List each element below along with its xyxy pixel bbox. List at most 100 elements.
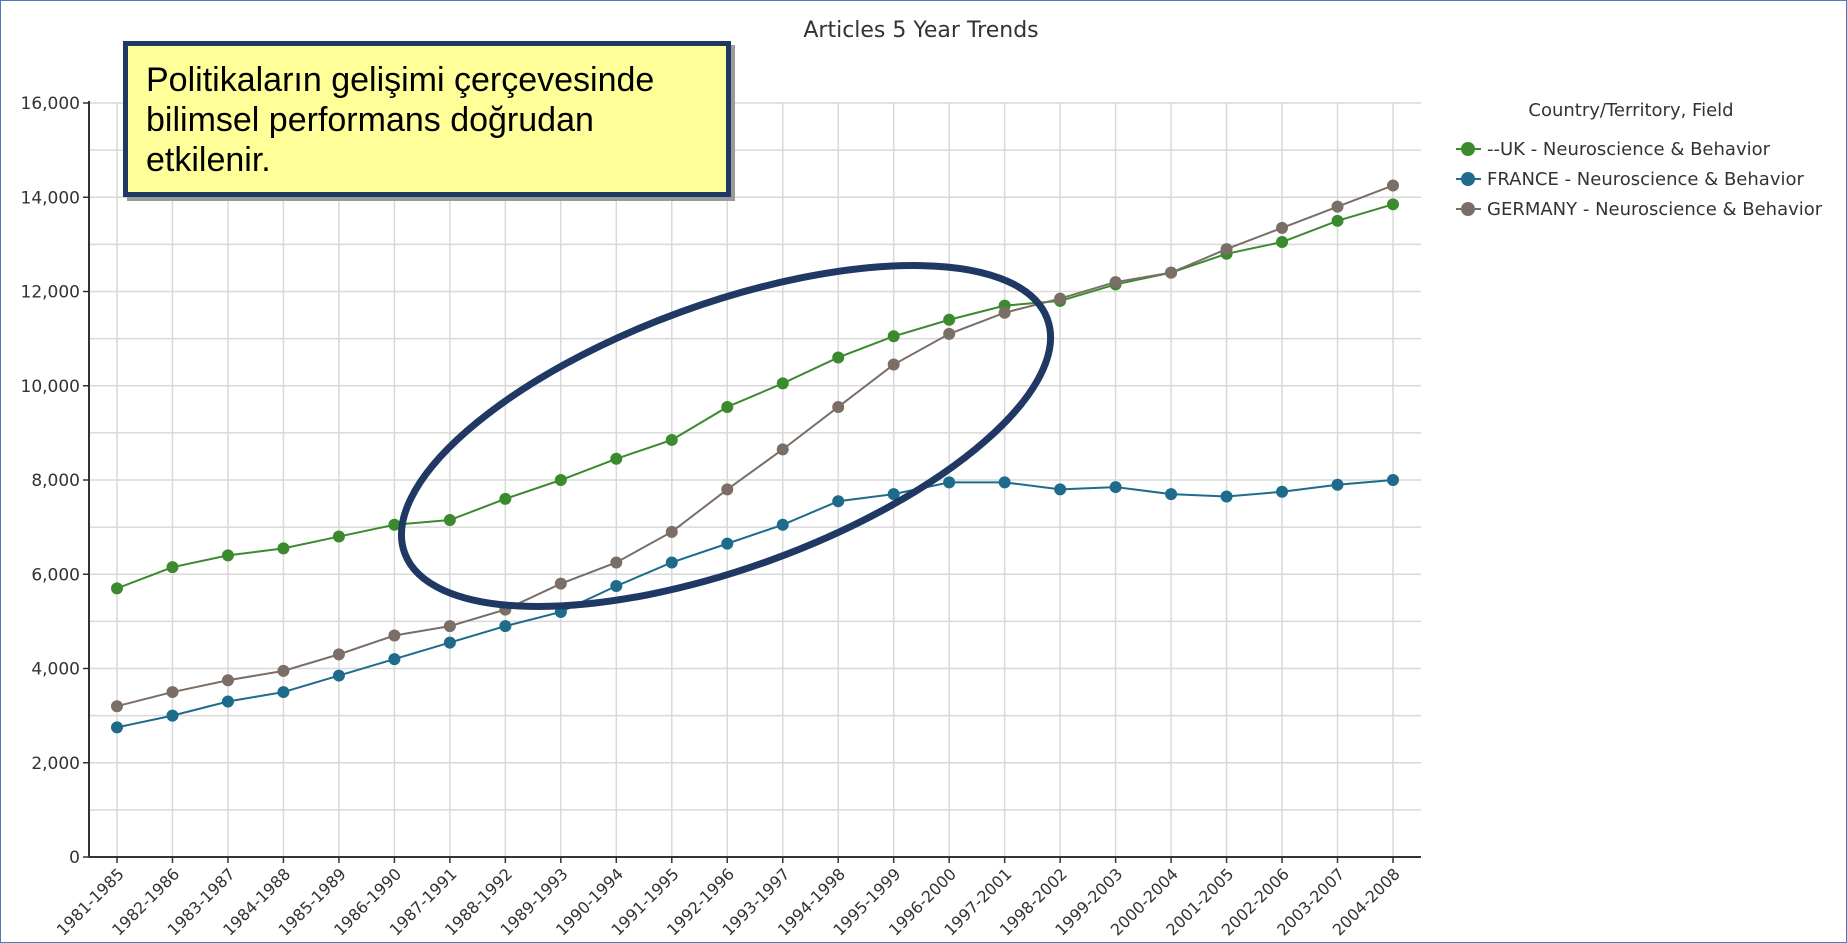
data-point [776,443,789,456]
data-point [1387,474,1399,486]
data-point [721,400,734,413]
series-3 [111,179,1399,713]
y-axis-ticks: 0 2,000 4,000 6,000 8,000 10,000 12,000 14,000 1… [21,94,89,868]
data-point [1165,488,1178,501]
data-point [332,669,345,682]
data-point [1331,478,1344,491]
y-tick-label: 14,000 [21,188,80,208]
data-point [610,580,623,593]
data-point [832,400,845,413]
y-tick-label: 8,000 [31,471,80,491]
data-point [388,653,401,666]
data-point [943,313,956,326]
annotation-callout: Politikaların gelişimi çerçevesinde bili… [123,41,731,197]
data-point [499,492,512,505]
axes [88,101,1421,858]
data-point [1220,490,1233,503]
data-point [388,518,401,531]
data-point [776,377,789,390]
data-point [166,709,179,722]
legend-marker [1461,172,1475,186]
data-point [1331,200,1344,213]
series-line [116,203,1394,590]
data-point [111,700,123,713]
annotation-line-1: Politikaların gelişimi çerçevesinde [146,61,655,99]
data-point [1109,481,1122,494]
data-point [277,542,290,555]
data-point [943,476,956,489]
data-point [721,537,734,550]
data-point [221,695,234,708]
data-point [388,629,401,642]
data-point [111,721,123,734]
data-point [443,620,456,633]
data-point [943,327,956,340]
data-point [665,556,678,569]
annotation-line-2: bilimsel performans doğrudan [146,101,594,139]
legend-marker [1461,202,1475,216]
data-point [832,495,845,508]
data-point [776,518,789,531]
data-point [887,488,900,501]
data-point [665,433,678,446]
data-point [832,351,845,364]
data-point [1276,485,1289,498]
legend-label: GERMANY - Neuroscience & Behavior [1487,199,1823,220]
legend-marker [1461,142,1475,156]
legend-label: FRANCE - Neuroscience & Behavior [1487,169,1804,190]
data-point [665,525,678,538]
data-point [1387,198,1399,211]
data-point [1165,266,1178,279]
data-point [887,330,900,343]
legend: Country/Territory, Field --UK - Neurosci… [1456,100,1823,220]
data-point [332,648,345,661]
legend-title: Country/Territory, Field [1528,100,1733,121]
data-point [1109,276,1122,289]
data-point [111,582,123,595]
data-point [166,686,179,699]
data-point [554,474,567,486]
data-point [443,514,456,527]
data-point [721,483,734,496]
y-tick-label: 12,000 [21,283,80,303]
y-tick-label: 4,000 [31,660,80,680]
data-point [610,452,623,465]
series-lines [111,179,1399,734]
data-point [998,306,1011,319]
gridlines [89,102,1421,857]
data-point [887,358,900,371]
y-tick-label: 16,000 [21,94,80,114]
data-point [221,549,234,562]
annotation-line-3: etkilenir. [146,141,271,179]
data-point [166,561,179,574]
data-point [499,620,512,633]
data-point [1054,292,1067,305]
data-point [998,476,1011,489]
data-point [1220,243,1233,256]
data-point [554,577,567,590]
series-2 [111,474,1399,734]
data-point [1331,214,1344,227]
chart-title: Articles 5 Year Trends [803,18,1038,43]
data-point [1276,221,1289,234]
y-tick-label: 10,000 [21,377,80,397]
x-axis-ticks: 1981-19851982-19861983-19871984-19881985… [53,857,1404,940]
y-tick-label: 6,000 [31,565,80,585]
y-tick-label: 0 [69,848,80,868]
data-point [443,636,456,649]
y-tick-label: 2,000 [31,754,80,774]
legend-label: --UK - Neuroscience & Behavior [1487,139,1771,160]
highlight-ellipse [397,262,1055,610]
data-point [1276,236,1289,249]
data-point [332,530,345,543]
data-point [277,686,290,699]
series-line [116,479,1394,729]
data-point [1387,179,1399,192]
data-point [1054,483,1067,496]
data-point [610,556,623,569]
data-point [221,674,234,687]
series-line [116,184,1394,708]
data-point [277,664,290,677]
